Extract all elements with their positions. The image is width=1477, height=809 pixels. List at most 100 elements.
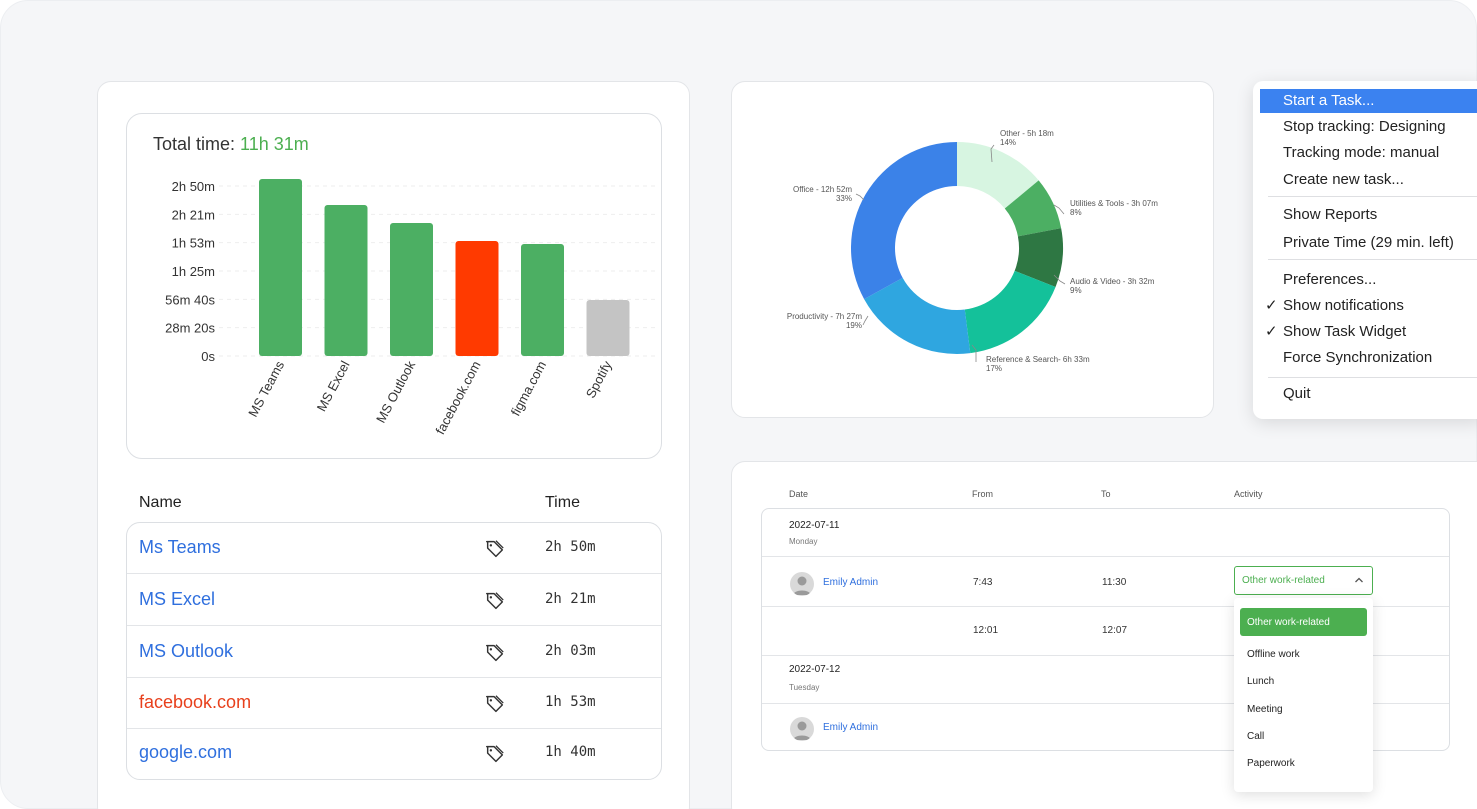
activity-option[interactable]: Paperwork (1247, 758, 1295, 769)
donut-slice[interactable] (1004, 180, 1062, 237)
bar[interactable] (259, 179, 302, 356)
menu-item-label: Show Task Widget (1283, 323, 1407, 340)
y-tick-label: 1h 53m (172, 236, 215, 251)
app-time: 2h 21m (545, 591, 596, 607)
donut-slice[interactable] (957, 142, 1039, 209)
table-row[interactable]: facebook.com 1h 53m (127, 678, 661, 729)
tag-icon[interactable] (484, 693, 506, 715)
x-tick-label: figma.com (508, 358, 549, 418)
leader-line (855, 193, 865, 201)
row-divider (762, 606, 1449, 607)
app-usage-card: Total time: 11h 31m 0s 28m 20s 56m 40s 1h 2… (97, 81, 690, 809)
timesheet-table: 2022-07-11 Monday Emily Admin 7:43 11:30… (761, 508, 1450, 751)
tag-icon[interactable] (484, 538, 506, 560)
activity-option[interactable]: Call (1247, 731, 1265, 742)
donut-slice[interactable] (851, 142, 957, 300)
x-tick-label: MS Teams (245, 358, 287, 419)
slice-label-reference: Reference & Search- 6h 33m 17% (986, 355, 1090, 373)
donut-slice[interactable] (964, 270, 1056, 354)
total-time-label: Total time: (153, 134, 236, 154)
tag-icon[interactable] (484, 642, 506, 664)
table-row[interactable]: MS Excel 2h 21m (127, 575, 661, 626)
activity-select[interactable]: Other work-related (1234, 566, 1373, 595)
checkmark-icon: ✓ (1265, 323, 1278, 340)
bar[interactable] (324, 205, 368, 356)
y-tick-label: 0s (201, 349, 215, 364)
menu-item-quit[interactable]: Quit (1283, 385, 1311, 402)
col-header-date: Date (789, 489, 809, 499)
menu-item-stop-tracking[interactable]: Stop tracking: Designing (1283, 118, 1446, 135)
menu-separator (1268, 259, 1477, 260)
slice-label-other: Other - 5h 18m 14% (1000, 129, 1054, 147)
tag-icon[interactable] (484, 590, 506, 612)
donut-slice[interactable] (1014, 228, 1063, 288)
day-date: 2022-07-11 (789, 520, 840, 531)
menu-item-show-notifications[interactable]: ✓ Show notifications (1253, 294, 1477, 318)
bar[interactable] (586, 300, 630, 356)
app-name[interactable]: google.com (139, 742, 233, 762)
activity-option[interactable]: Offline work (1247, 649, 1300, 660)
table-row[interactable]: Ms Teams 2h 50m (127, 523, 661, 574)
col-header-name[interactable]: Name (139, 494, 182, 511)
avatar (790, 717, 814, 741)
slice-label-office: Office - 12h 52m 33% (793, 185, 852, 203)
menu-item-tracking-mode[interactable]: Tracking mode: manual (1283, 144, 1440, 161)
menu-item-show-reports[interactable]: Show Reports (1283, 206, 1378, 223)
slice-label-audio-video: Audio & Video - 3h 32m 9% (1070, 277, 1155, 295)
x-tick-label: MS Excel (314, 358, 353, 414)
day-date: 2022-07-12 (789, 664, 841, 675)
leader-line (1053, 204, 1065, 215)
app-name[interactable]: MS Outlook (139, 641, 234, 661)
app-time: 2h 03m (545, 643, 596, 659)
x-tick-label: MS Outlook (373, 358, 418, 425)
y-tick-label: 2h 50m (172, 179, 215, 194)
tag-icon[interactable] (484, 743, 506, 765)
app-name[interactable]: facebook.com (139, 692, 252, 712)
category-donut-chart (851, 142, 1066, 362)
user-name-link[interactable]: Emily Admin (823, 577, 879, 588)
y-tick-label: 28m 20s (165, 321, 215, 336)
slice-label-productivity: Productivity - 7h 27m 19% (786, 312, 862, 330)
menu-item-show-task-widget[interactable]: ✓ Show Task Widget (1253, 320, 1477, 344)
col-header-activity: Activity (1234, 489, 1263, 499)
menu-item-preferences[interactable]: Preferences... (1283, 271, 1377, 288)
col-header-time[interactable]: Time (545, 494, 580, 511)
bar[interactable] (521, 244, 564, 356)
activity-option-selected[interactable]: Other work-related (1240, 608, 1367, 636)
activity-option[interactable]: Meeting (1247, 704, 1283, 715)
y-tick-label: 2h 21m (172, 207, 215, 222)
menu-item-label: Show notifications (1283, 297, 1404, 314)
donut-slice[interactable] (864, 277, 971, 354)
user-name-link[interactable]: Emily Admin (823, 722, 879, 733)
leader-line (862, 315, 869, 326)
leader-line (971, 344, 977, 362)
app-time: 1h 53m (545, 694, 596, 710)
slice-label-utilities: Utilities & Tools - 3h 07m 8% (1070, 199, 1158, 217)
app-time: 2h 50m (545, 539, 596, 555)
total-time-value: 11h 31m (240, 134, 309, 154)
y-tick-label: 56m 40s (165, 292, 215, 307)
chevron-up-icon (1355, 577, 1363, 583)
menu-item-start-task[interactable]: Start a Task... (1260, 89, 1477, 113)
timesheet-card: Date From To Activity 2022-07-11 Monday … (731, 461, 1477, 809)
category-donut-card: Other - 5h 18m 14% Utilities & Tools - 3h… (731, 81, 1214, 418)
table-row[interactable]: MS Outlook 2h 03m (127, 627, 661, 678)
activity-select-value: Other work-related (1242, 575, 1325, 586)
menu-item-force-sync[interactable]: Force Synchronization (1283, 349, 1433, 366)
activity-dropdown: Other work-related Offline work Lunch Me… (1234, 598, 1373, 792)
x-tick-label: Spotify (583, 358, 615, 401)
row-divider (762, 655, 1449, 656)
usage-table: Ms Teams 2h 50m MS Excel 2h 21m MS Outlo… (126, 522, 662, 780)
bar[interactable] (390, 223, 433, 356)
app-name[interactable]: MS Excel (139, 589, 216, 609)
leader-line (1053, 274, 1066, 285)
menu-item-private-time[interactable]: Private Time (29 min. left) (1283, 234, 1454, 251)
entry-to: 11:30 (1102, 577, 1127, 588)
activity-option[interactable]: Lunch (1247, 676, 1275, 687)
col-header-from: From (972, 489, 993, 499)
table-row[interactable]: google.com 1h 40m (127, 728, 661, 779)
menu-item-create-task[interactable]: Create new task... (1283, 171, 1404, 188)
app-name[interactable]: Ms Teams (139, 537, 221, 557)
bar[interactable] (455, 241, 499, 356)
tray-context-menu: Start a Task... Stop tracking: Designing… (1253, 81, 1477, 419)
